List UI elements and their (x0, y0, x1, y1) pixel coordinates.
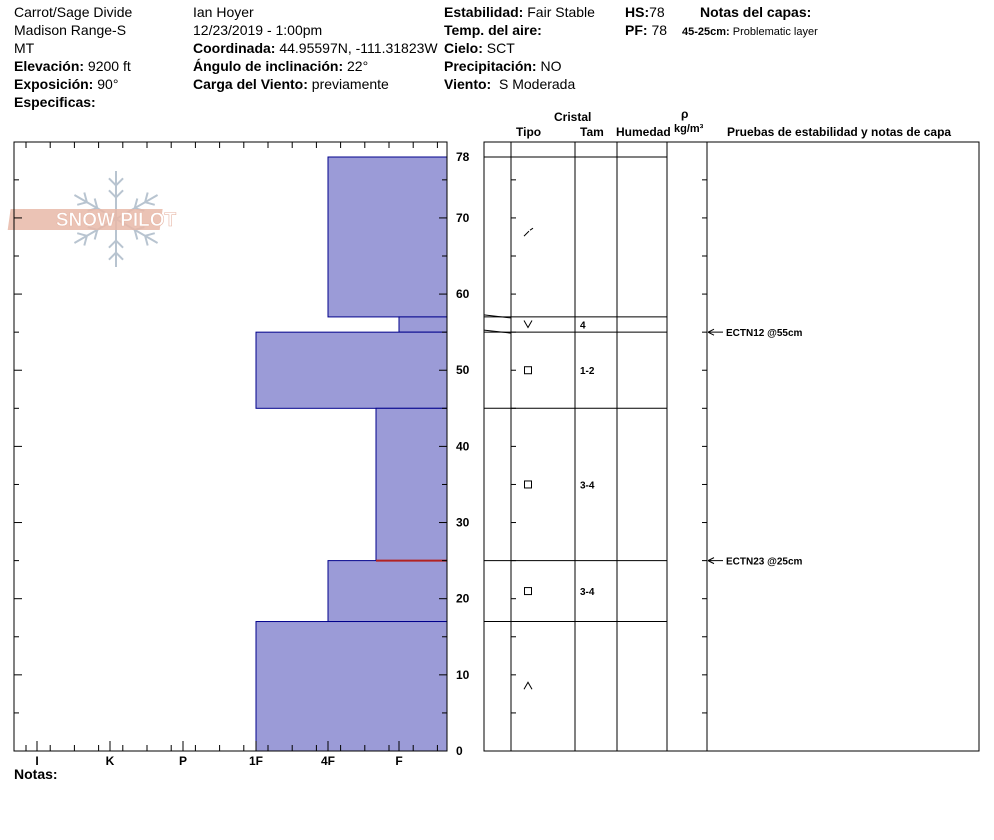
datetime: 12/23/2019 - 1:00pm (193, 22, 323, 38)
hardness-tick-label: 1F (249, 754, 263, 768)
hardness-bar (327, 156, 448, 318)
tests-header: Pruebas de estabilidad y notas de capa (727, 125, 952, 139)
y-tick-label: 10 (456, 668, 470, 682)
notes: Notas: (14, 766, 58, 782)
range: Madison Range-S (14, 22, 127, 38)
y-tick-label: 30 (456, 516, 470, 530)
air-temp: Temp. del aire: (444, 22, 542, 38)
test-arrow-icon (707, 328, 723, 336)
layer-connector (483, 314, 512, 319)
depth-hoar-icon (523, 681, 533, 690)
layer-table: 4 1-2 3-4 3-4 ECTN12 @55cm ECTN23 @25cm (483, 141, 980, 752)
observer: Ian Hoyer (193, 4, 254, 20)
logo-banner (7, 209, 163, 230)
table-frame (483, 141, 980, 752)
stability-test-label: ECTN12 @55cm (726, 328, 803, 339)
slope-angle: Ángulo de inclinación: 22° (193, 58, 369, 74)
y-tick-label: 0 (456, 744, 463, 758)
layer-connector (483, 329, 512, 334)
faceted-icon (524, 480, 532, 489)
size-header: Tam (580, 125, 604, 139)
hardness-tick-label: I (35, 754, 38, 768)
crystal-size-label: 1-2 (580, 366, 595, 377)
location: Carrot/Sage Divide (14, 4, 133, 20)
y-tick-label: 78 (456, 150, 470, 164)
density-unit-header: kg/m³ (674, 123, 704, 135)
y-tick-label: 60 (456, 287, 470, 301)
pf: PF: 78 (625, 22, 668, 38)
hardness-plot: I K P 1F 4F F 0 10 20 30 40 50 60 70 78 (13, 141, 470, 768)
hardness-tick-label: 4F (321, 754, 335, 768)
snowpilot-logo: SNOW PILOT (7, 171, 177, 267)
surface-hoar-icon (523, 320, 533, 329)
y-tick-label: 50 (456, 363, 470, 377)
sky: Cielo: SCT (444, 40, 515, 56)
specifics: Especificas: (14, 94, 96, 110)
crystal-size-label: 3-4 (580, 587, 595, 598)
hardness-bar (327, 560, 448, 623)
type-header: Tipo (516, 125, 542, 139)
moisture-header: Humedad (616, 125, 671, 139)
logo-text: SNOW PILOT (56, 210, 177, 231)
faceted-icon (524, 366, 532, 375)
crystal-size-label: 4 (580, 321, 586, 332)
hardness-tick-label: K (106, 754, 115, 768)
hardness-bar (375, 407, 448, 562)
hardness-tick-label: P (179, 754, 187, 768)
hs: HS:78 (625, 4, 665, 20)
coordinates: Coordinada: 44.95597N, -111.31823W (193, 40, 438, 56)
decomposing-icon (523, 227, 534, 237)
y-tick-label: 20 (456, 592, 470, 606)
layer-note: 45-25cm: Problematic layer (682, 26, 818, 38)
wind-loading: Carga del Viento: previamente (193, 76, 389, 92)
y-tick-label: 70 (456, 211, 470, 225)
hardness-tick-label: F (395, 754, 402, 768)
test-arrow-icon (707, 557, 723, 565)
crystal-size-label: 3-4 (580, 480, 595, 491)
hardness-bar (398, 316, 448, 333)
aspect: Exposición: 90° (14, 76, 119, 92)
wind: Viento: S Moderada (444, 76, 576, 92)
stability-test-label: ECTN23 @25cm (726, 557, 803, 568)
hardness-bar (255, 621, 448, 752)
stability: Estabilidad: Fair Stable (444, 4, 595, 20)
hardness-bar (255, 331, 448, 409)
rho-header: ρ (681, 107, 689, 121)
faceted-icon (524, 587, 532, 596)
crystal-header: Cristal (554, 110, 592, 124)
y-tick-label: 40 (456, 439, 470, 453)
state: MT (14, 40, 35, 56)
layer-notes-title: Notas del capas: (700, 4, 812, 20)
elevation: Elevación: 9200 ft (14, 58, 131, 74)
precipitation: Precipitación: NO (444, 58, 562, 74)
